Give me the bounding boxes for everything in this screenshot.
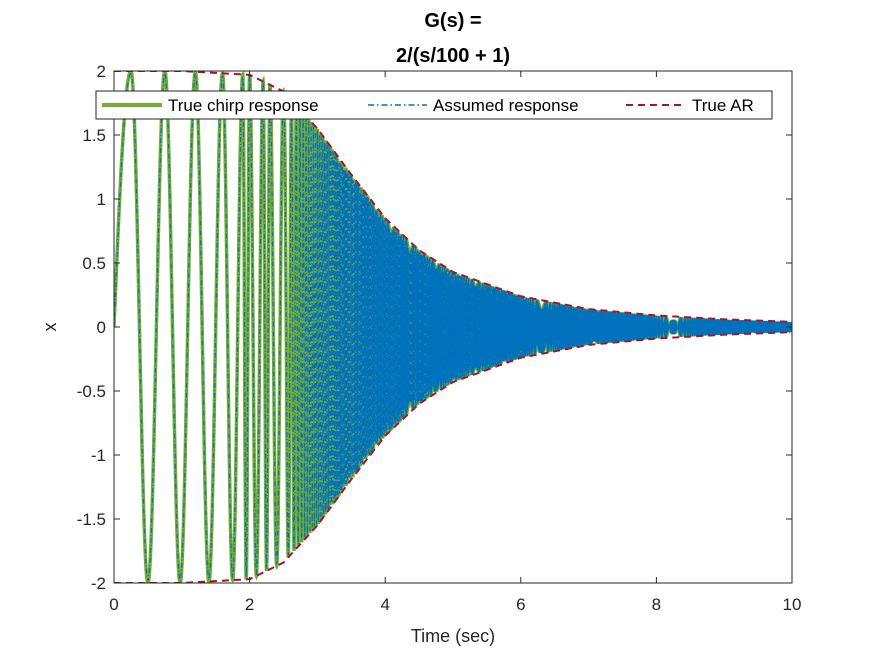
legend-label-assumed: Assumed response [433,96,579,115]
x-axis-label: Time (sec) [411,626,495,646]
y-tick-label-2: -1 [91,446,106,465]
x-tick-label-4: 8 [652,595,661,614]
series-true-ar-lower [114,331,792,583]
chart-title-line-2: 2/(s/100 + 1) [396,45,510,67]
y-tick-label-0: -2 [91,574,106,593]
y-tick-label-7: 1.5 [82,126,106,145]
y-tick-label-8: 2 [97,62,106,81]
x-tick-label-1: 2 [245,595,254,614]
legend-label-true-chirp: True chirp response [168,96,319,115]
y-tick-label-3: -0.5 [77,382,106,401]
chart-title-line-1: G(s) = [424,10,481,32]
y-axis-label: x [40,323,60,332]
y-tick-label-6: 1 [97,190,106,209]
x-tick-label-3: 6 [516,595,525,614]
y-tick-label-1: -1.5 [77,510,106,529]
legend: True chirp response Assumed response Tru… [95,90,773,120]
legend-box [95,90,773,120]
y-tick-label-4: 0 [97,318,106,337]
legend-label-true-ar: True AR [692,96,754,115]
x-tick-label-5: 10 [783,595,802,614]
x-tick-label-2: 4 [380,595,389,614]
x-tick-label-0: 0 [109,595,118,614]
series-true-ar-upper [114,71,792,323]
y-tick-label-5: 0.5 [82,254,106,273]
